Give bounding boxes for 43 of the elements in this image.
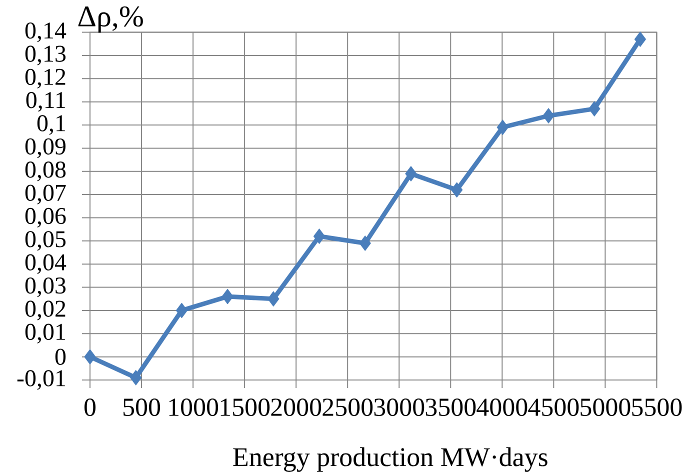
point <box>268 291 280 307</box>
y-tick-label: 0,1 <box>37 115 66 135</box>
x-tick-label: 3500 <box>426 398 476 416</box>
x-tick-label: 1000 <box>169 398 218 416</box>
y-tick-label: 0,09 <box>25 138 66 158</box>
point <box>359 235 371 251</box>
y-tick-label: -0,01 <box>17 370 66 390</box>
y-tick-label: 0,11 <box>26 92 66 112</box>
x-tick-label: 3000 <box>374 398 424 416</box>
point <box>588 101 600 117</box>
y-tick-label: 0,02 <box>25 300 66 320</box>
x-tick-label: 2500 <box>322 398 373 416</box>
x-tick-label: 1500 <box>220 398 270 416</box>
point <box>176 302 188 318</box>
point <box>313 228 326 244</box>
point <box>496 120 509 136</box>
x-tick-label: 4000 <box>476 398 528 416</box>
point <box>542 108 554 124</box>
point <box>130 370 142 386</box>
y-tick-label: 0,12 <box>25 68 66 88</box>
x-tick-label: 5500 <box>632 398 682 416</box>
y-tick-label: 0,13 <box>25 46 66 66</box>
y-tick-label: 0,05 <box>25 231 66 251</box>
point <box>450 182 463 198</box>
point <box>222 288 234 304</box>
point <box>84 349 96 365</box>
y-tick-label: 0 <box>55 348 66 365</box>
point <box>405 166 417 182</box>
y-tick-label: 0,01 <box>25 324 66 344</box>
y-tick-label: 0,04 <box>25 254 66 274</box>
x-tick-label: 4500 <box>528 398 579 416</box>
y-tick-label: 0,07 <box>25 184 66 204</box>
x-tick-label: 5000 <box>580 398 630 416</box>
x-tick-label: 2000 <box>271 398 322 416</box>
y-tick-label: 0,06 <box>25 208 66 228</box>
y-tick-label: 0,03 <box>25 277 66 298</box>
x-tick-label: 0 <box>84 398 96 416</box>
y-axis-title: Δρ,% <box>78 6 143 33</box>
x-axis-title: Energy production MW·days <box>233 447 548 472</box>
y-tick-label: 0,08 <box>25 162 66 182</box>
point <box>634 32 646 47</box>
x-tick-label: 500 <box>124 398 160 416</box>
y-tick-label: 0,14 <box>25 22 66 42</box>
